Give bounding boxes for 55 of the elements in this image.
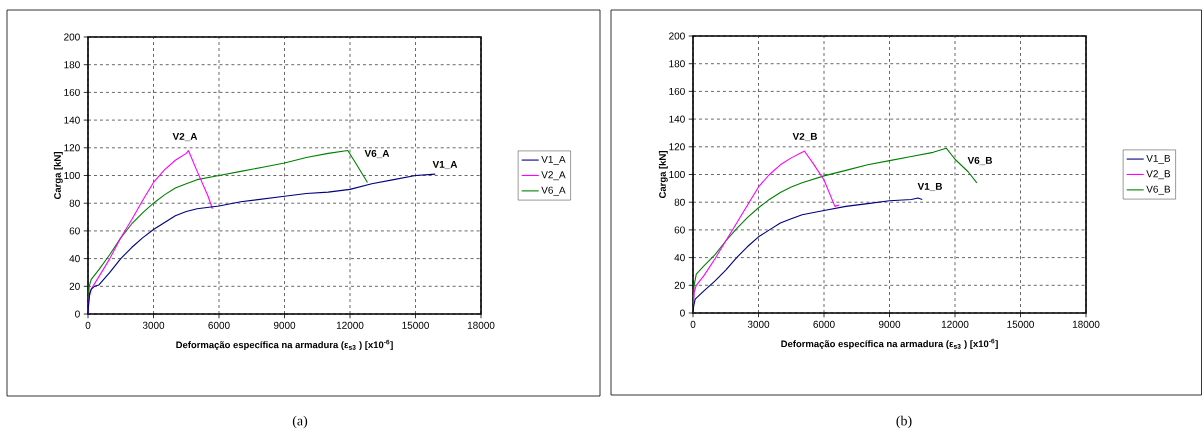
y-tick-label: 200 xyxy=(64,33,80,41)
legend-label: V1_B xyxy=(1146,154,1171,164)
y-tick-label: 120 xyxy=(64,144,80,152)
legend-label: V6_A xyxy=(541,186,566,196)
x-axis-title: Deformação específica na armadura (ε$_{s3}$ ) [x10$^{-6}$] xyxy=(781,338,998,350)
y-tick-label: 40 xyxy=(674,254,685,262)
text: (b) xyxy=(896,415,912,429)
annotation: V1_A xyxy=(432,160,458,170)
line-series xyxy=(693,197,923,313)
annotation: V6_A xyxy=(364,149,390,159)
x-tick-label: 18000 xyxy=(1072,320,1100,328)
y-tick-label: 180 xyxy=(64,61,80,69)
x-tick-label: 9000 xyxy=(273,321,296,329)
annotation: V2_B xyxy=(792,132,818,142)
y-tick-label: 160 xyxy=(669,87,685,95)
y-tick-label: 20 xyxy=(69,282,80,290)
y-axis-title: Carga [kN] xyxy=(53,152,63,200)
x-tick-label: 3000 xyxy=(747,320,770,328)
y-tick-label: 160 xyxy=(64,88,80,96)
y-tick-label: 80 xyxy=(69,199,80,207)
y-tick-label: 0 xyxy=(75,310,80,318)
y-tick-label: 100 xyxy=(64,171,80,180)
y-tick-label: 40 xyxy=(69,255,80,263)
x-tick-label: 18000 xyxy=(467,321,495,329)
y-tick-label: 0 xyxy=(680,309,685,317)
x-tick-label: 6000 xyxy=(208,321,230,329)
x-tick-label: 9000 xyxy=(878,320,901,328)
y-tick-label: 80 xyxy=(674,198,685,206)
x-tick-label: 15000 xyxy=(1007,320,1034,328)
legend-label: V2_B xyxy=(1146,170,1171,180)
x-tick-label: 12000 xyxy=(941,320,969,328)
legend-label: V1_A xyxy=(541,155,566,165)
legend-label: V2_A xyxy=(541,171,566,181)
y-axis-title: Carga [kN] xyxy=(658,151,668,199)
x-tick-label: 6000 xyxy=(813,320,835,328)
y-tick-label: 100 xyxy=(669,170,685,179)
text: (a) xyxy=(292,415,308,429)
annotation: V2_A xyxy=(172,132,198,142)
x-axis-title: Deformação específica na armadura (ε$_{s3}$ ) [x10$^{-6}$] xyxy=(176,339,393,351)
x-tick-label: 12000 xyxy=(336,321,364,329)
y-tick-label: 140 xyxy=(669,115,685,123)
y-tick-label: 120 xyxy=(669,143,685,151)
x-tick-label: 0 xyxy=(690,320,696,328)
x-tick-label: 0 xyxy=(85,321,91,329)
legend-label: V6_B xyxy=(1146,185,1171,195)
x-tick-label: 15000 xyxy=(402,321,429,329)
y-tick-label: 60 xyxy=(69,227,80,235)
y-tick-label: 200 xyxy=(669,32,685,40)
y-tick-label: 180 xyxy=(669,60,685,68)
y-tick-label: 20 xyxy=(674,281,685,289)
x-tick-label: 3000 xyxy=(142,321,165,329)
annotation: V6_B xyxy=(967,156,993,166)
y-tick-label: 140 xyxy=(64,116,80,124)
annotation: V1_B xyxy=(917,182,943,192)
y-tick-label: 60 xyxy=(674,226,685,234)
